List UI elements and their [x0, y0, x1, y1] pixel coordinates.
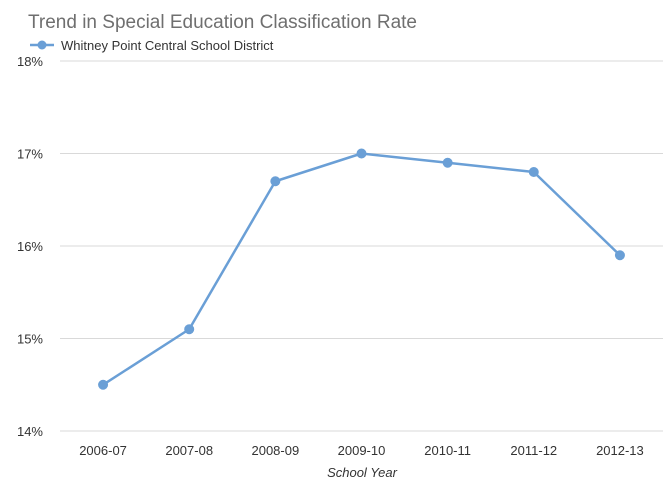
data-point: [614, 250, 625, 261]
x-axis-label: School Year: [327, 465, 398, 480]
y-axis-ticks: 14% 15% 16% 17% 18%: [17, 54, 43, 439]
x-tick-label: 2010-11: [424, 443, 471, 458]
x-tick-label: 2008-09: [251, 443, 299, 458]
data-point: [270, 176, 281, 187]
x-tick-label: 2011-12: [510, 443, 557, 458]
data-point: [528, 167, 539, 177]
chart-title: Trend in Special Education Classificatio…: [28, 12, 417, 33]
y-tick-label: 16%: [17, 239, 43, 254]
y-tick-label: 14%: [17, 424, 43, 439]
x-axis-ticks: 2006-07 2007-08 2008-09 2009-10 2010-11 2011-…: [79, 443, 644, 458]
legend-label: Whitney Point Central School District: [61, 38, 274, 53]
data-point: [98, 379, 109, 390]
data-point: [184, 324, 195, 335]
x-tick-label: 2007-08: [165, 443, 213, 458]
y-tick-label: 18%: [17, 54, 43, 69]
x-tick-label: 2012-13: [596, 443, 644, 458]
data-point: [442, 157, 453, 168]
series-layer: [98, 148, 625, 390]
x-tick-label: 2006-07: [79, 443, 127, 458]
data-point: [356, 148, 367, 159]
legend-marker: [37, 40, 47, 50]
gridlines: [60, 60, 663, 432]
x-tick-label: 2009-10: [338, 443, 386, 458]
legend: Whitney Point Central School District: [30, 38, 274, 53]
y-tick-label: 15%: [17, 332, 43, 347]
series-line: [102, 152, 621, 386]
y-tick-label: 17%: [17, 147, 43, 162]
